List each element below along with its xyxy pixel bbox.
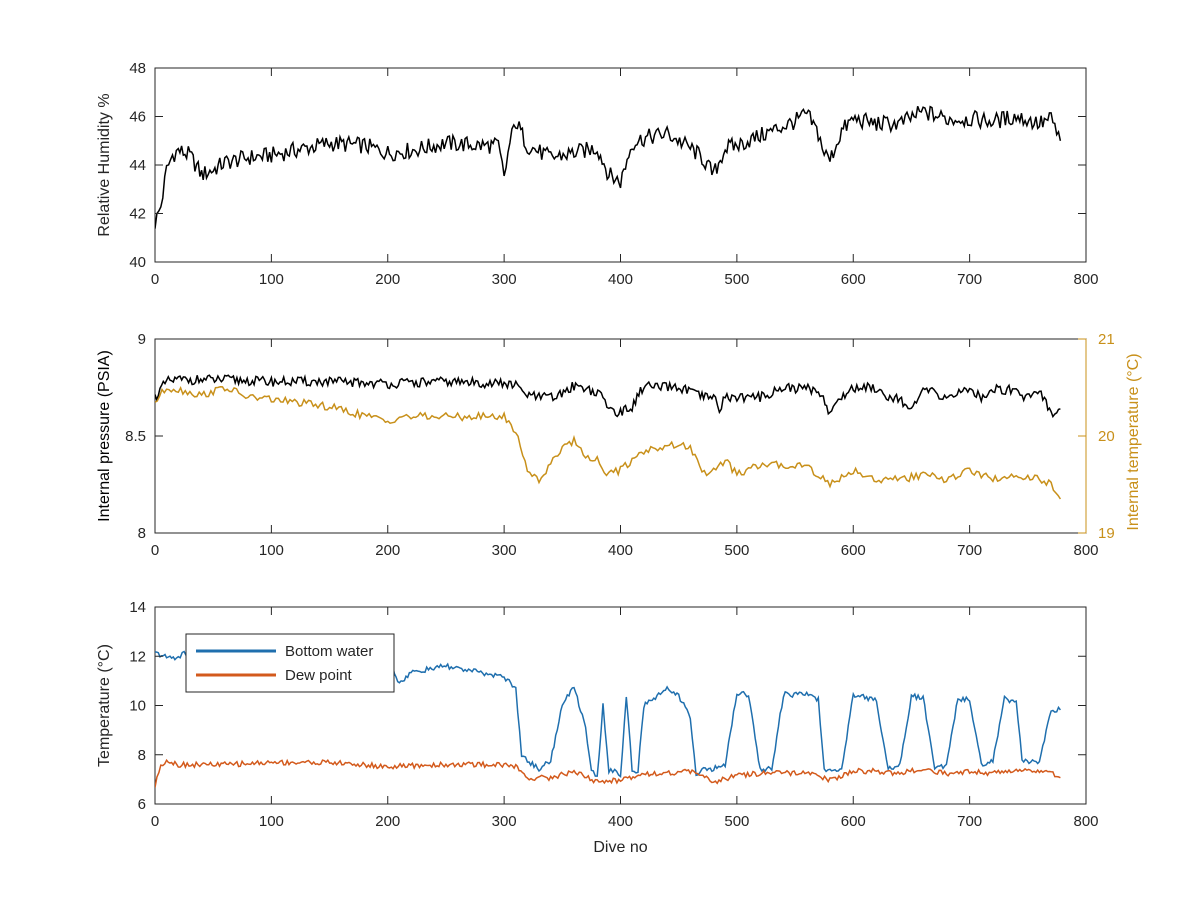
x-tick-label: 500 <box>724 271 749 288</box>
y-tick-label: 9 <box>138 331 146 348</box>
x-tick-label: 700 <box>957 271 982 288</box>
plot-area <box>154 338 1087 534</box>
legend-box <box>185 633 395 693</box>
series-line-internal-temperature <box>155 385 1062 500</box>
x-tick-label: 300 <box>492 542 517 559</box>
x-tick-label: 500 <box>724 813 749 830</box>
x-tick-label: 700 <box>957 542 982 559</box>
y-tick-label: 8.5 <box>125 428 146 445</box>
panel-1: 0 100 200 300 400 500 600 700 800 40 42 44 46 48 Relat… <box>96 60 1099 288</box>
x-tick-label: 100 <box>259 542 284 559</box>
y-tick-label: 46 <box>129 109 146 126</box>
y-tick-label: 8 <box>138 747 146 764</box>
x-tick-label: 800 <box>1073 542 1098 559</box>
y-tick-label: 12 <box>129 648 146 665</box>
y2-tick-label: 19 <box>1098 525 1115 542</box>
x-tick-label: 500 <box>724 542 749 559</box>
x-tick-label: 600 <box>841 542 866 559</box>
x-tick-label: 200 <box>375 542 400 559</box>
y2-tick-label: 20 <box>1098 428 1115 445</box>
x-tick-label: 0 <box>151 542 159 559</box>
y-tick-label: 14 <box>129 599 146 616</box>
x-tick-label: 400 <box>608 813 633 830</box>
panel-2: 0 100 200 300 400 500 600 700 800 8 8.5 9 19 20 21 Inte… <box>96 331 1142 559</box>
y-tick-label: 40 <box>129 254 146 271</box>
y2-tick-label: 21 <box>1098 331 1115 348</box>
x-tick-label: 300 <box>492 813 517 830</box>
y-axis-label: Temperature (°C) <box>96 644 113 767</box>
y-tick-label: 42 <box>129 206 146 223</box>
y-tick-label: 48 <box>129 60 146 77</box>
series-line-relative-humidity <box>155 105 1062 229</box>
x-tick-label: 200 <box>375 813 400 830</box>
y-tick-label: 8 <box>138 525 146 542</box>
x-tick-label: 300 <box>492 271 517 288</box>
x-tick-label: 200 <box>375 271 400 288</box>
y-tick-label: 6 <box>138 796 146 813</box>
x-tick-label: 600 <box>841 813 866 830</box>
x-tick-label: 0 <box>151 271 159 288</box>
legend-label: Dew point <box>285 667 353 684</box>
x-tick-label: 600 <box>841 271 866 288</box>
y-axis-label: Internal pressure (PSIA) <box>96 350 113 522</box>
x-tick-label: 0 <box>151 813 159 830</box>
x-tick-label: 800 <box>1073 813 1098 830</box>
x-tick-label: 100 <box>259 271 284 288</box>
x-tick-label: 400 <box>608 542 633 559</box>
legend-label: Bottom water <box>285 643 373 660</box>
legend: Bottom water Dew point <box>185 633 395 693</box>
y-tick-label: 44 <box>129 157 146 174</box>
panel-3: 0 100 200 300 400 500 600 700 800 6 8 10 12 14 Tempera… <box>96 599 1099 856</box>
series-line-internal-pressure <box>155 373 1061 419</box>
x-tick-label: 400 <box>608 271 633 288</box>
x-tick-label: 700 <box>957 813 982 830</box>
x-tick-label: 800 <box>1073 271 1098 288</box>
y-tick-label: 10 <box>129 698 146 715</box>
x-axis-label: Dive no <box>593 839 647 856</box>
plot-area <box>154 67 1087 263</box>
y-axis-label: Relative Humidity % <box>96 93 113 236</box>
y2-axis-label: Internal temperature (°C) <box>1125 353 1142 530</box>
x-tick-label: 100 <box>259 813 284 830</box>
series-line-dew-point <box>155 758 1061 788</box>
